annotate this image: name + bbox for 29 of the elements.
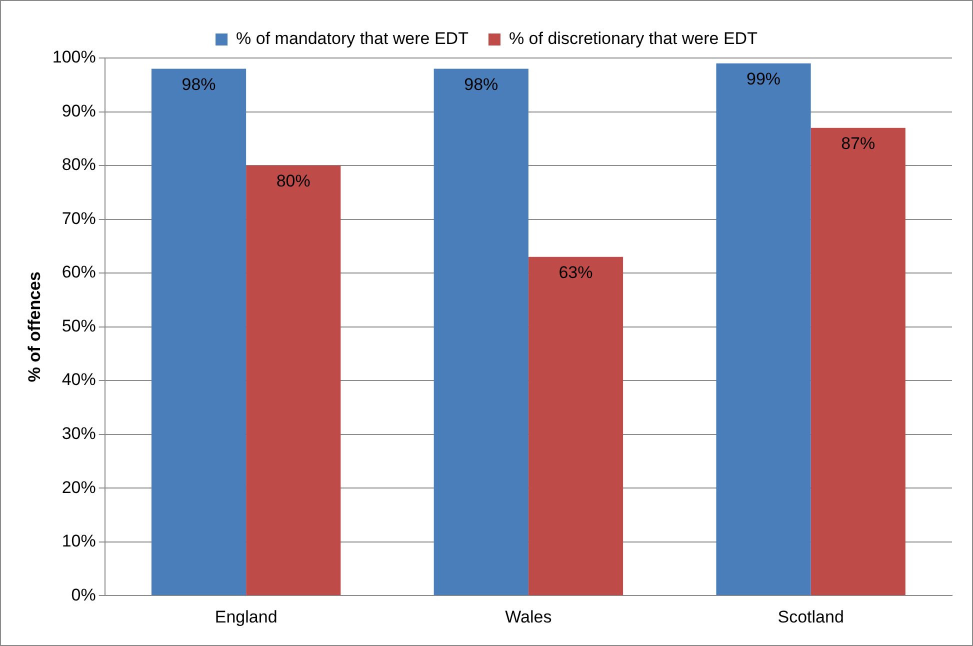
bar xyxy=(151,68,246,596)
bar xyxy=(716,63,811,596)
y-tick-label: 50% xyxy=(62,316,96,336)
data-label: 80% xyxy=(276,172,310,191)
y-axis-title: % of offences xyxy=(24,272,44,382)
y-tick-label: 10% xyxy=(62,532,96,551)
data-label: 98% xyxy=(182,74,216,94)
data-label: 99% xyxy=(746,70,781,89)
bar xyxy=(810,128,906,596)
bar xyxy=(528,256,624,596)
legend-label: % of mandatory that were EDT xyxy=(236,29,468,48)
x-tick-label: Scotland xyxy=(778,607,844,626)
bar xyxy=(434,68,528,596)
y-tick-label: 70% xyxy=(62,208,96,228)
y-tick-label: 30% xyxy=(62,424,96,444)
y-tick-label: 60% xyxy=(62,262,96,282)
y-tick-label: 0% xyxy=(71,585,96,604)
y-tick-label: 20% xyxy=(62,478,96,497)
legend-label: % of discretionary that were EDT xyxy=(508,29,758,48)
bar xyxy=(246,166,341,596)
y-tick-label: 40% xyxy=(62,370,96,390)
y-tick-label: 90% xyxy=(62,101,96,120)
x-tick-label: England xyxy=(214,607,278,626)
y-tick-label: 80% xyxy=(62,155,96,174)
data-label: 98% xyxy=(464,74,498,94)
data-label: 87% xyxy=(841,134,876,154)
x-tick-label: Wales xyxy=(505,607,552,626)
data-label: 63% xyxy=(558,263,593,282)
y-tick-label: 100% xyxy=(52,48,96,67)
